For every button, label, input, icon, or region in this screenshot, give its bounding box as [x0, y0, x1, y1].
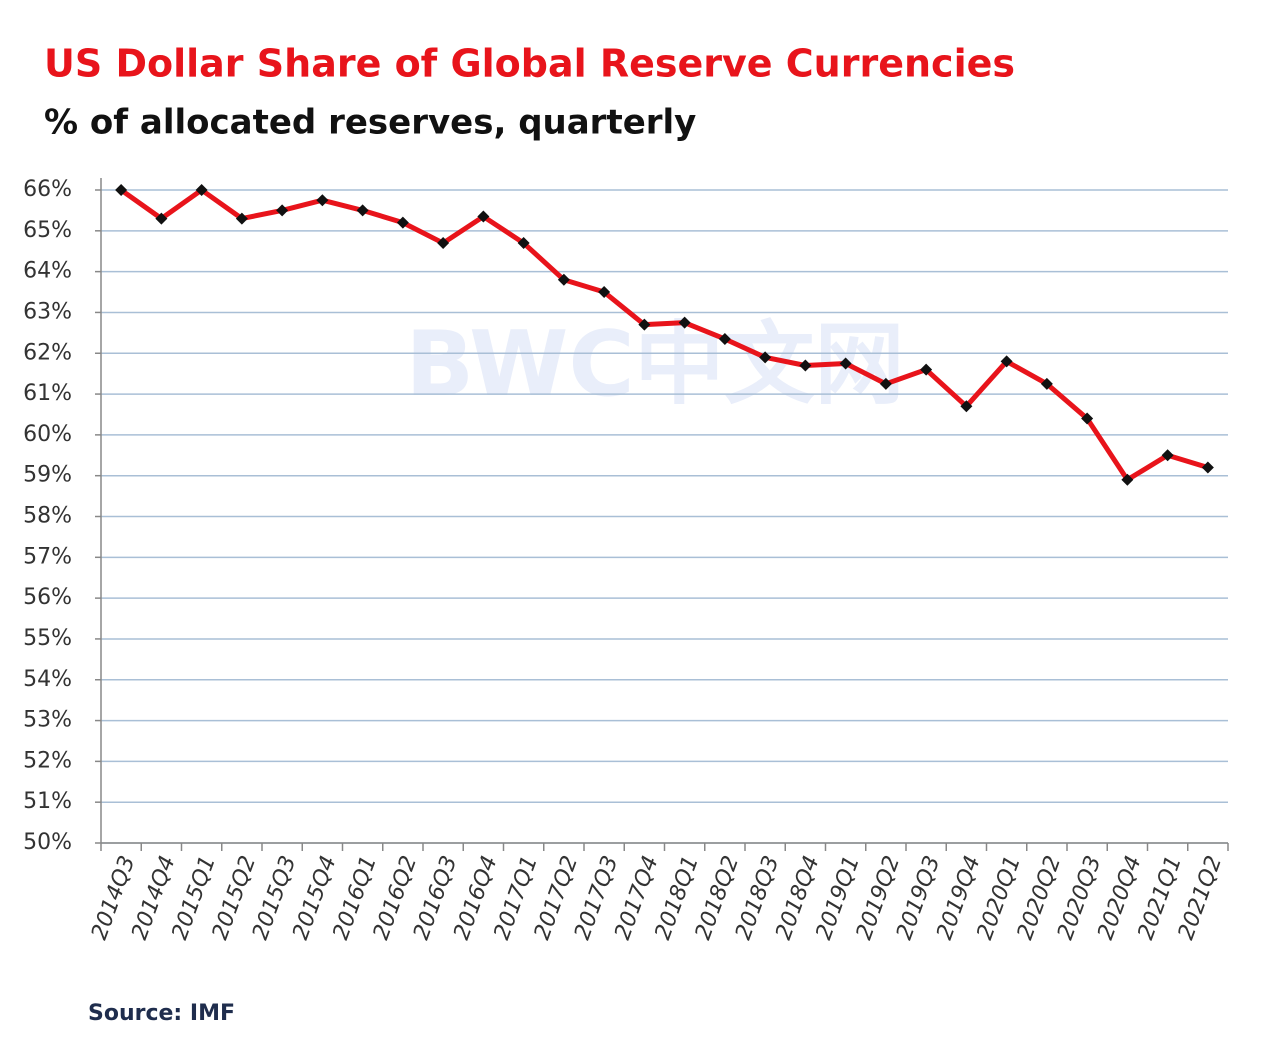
y-tick-label: 54% — [23, 667, 72, 692]
data-point — [759, 351, 772, 364]
data-point — [235, 212, 248, 225]
y-tick-label: 51% — [23, 789, 72, 814]
y-tick-label: 55% — [23, 626, 72, 651]
chart-title: US Dollar Share of Global Reserve Curren… — [44, 42, 1015, 86]
y-tick-label: 56% — [23, 585, 72, 610]
y-tick-label: 57% — [23, 544, 72, 569]
data-point — [960, 400, 973, 413]
data-line — [119, 187, 1209, 483]
y-tick-label: 66% — [23, 177, 72, 202]
data-point — [638, 318, 651, 331]
source: Source: IMF — [88, 1001, 235, 1026]
data-point — [1000, 355, 1013, 368]
chart-subtitle: % of allocated reserves, quarterly — [44, 103, 696, 143]
y-tick-label: 63% — [23, 299, 72, 324]
data-point — [195, 184, 208, 196]
y-tick-label: 52% — [23, 748, 72, 773]
data-point — [1081, 412, 1094, 425]
y-tick-label: 62% — [23, 340, 72, 365]
data-point — [477, 210, 490, 223]
data-point — [557, 273, 570, 286]
data-point — [1040, 377, 1053, 390]
data-point — [356, 204, 369, 217]
data-point — [920, 363, 933, 376]
y-tick-label: 60% — [23, 422, 72, 447]
data-point — [316, 194, 329, 207]
data-point — [517, 237, 530, 250]
y-tick-label: 53% — [23, 708, 72, 733]
data-point — [799, 359, 812, 372]
y-tick-label: 65% — [23, 218, 72, 243]
y-tick-label: 58% — [23, 504, 72, 529]
data-point — [1121, 473, 1134, 486]
y-tick-label: 64% — [23, 259, 72, 284]
data-point — [1201, 461, 1214, 474]
data-point — [115, 184, 128, 196]
y-tick-label: 61% — [23, 381, 72, 406]
data-point — [598, 286, 611, 299]
data-point — [276, 204, 289, 217]
data-point — [155, 212, 168, 225]
data-point — [718, 332, 731, 345]
y-tick-label: 50% — [23, 830, 72, 855]
y-tick-label: 59% — [23, 463, 72, 488]
data-point — [839, 357, 852, 370]
data-point — [437, 237, 450, 250]
data-point — [396, 216, 409, 229]
data-point — [678, 316, 691, 329]
data-point — [1161, 449, 1174, 462]
data-point — [879, 377, 892, 390]
